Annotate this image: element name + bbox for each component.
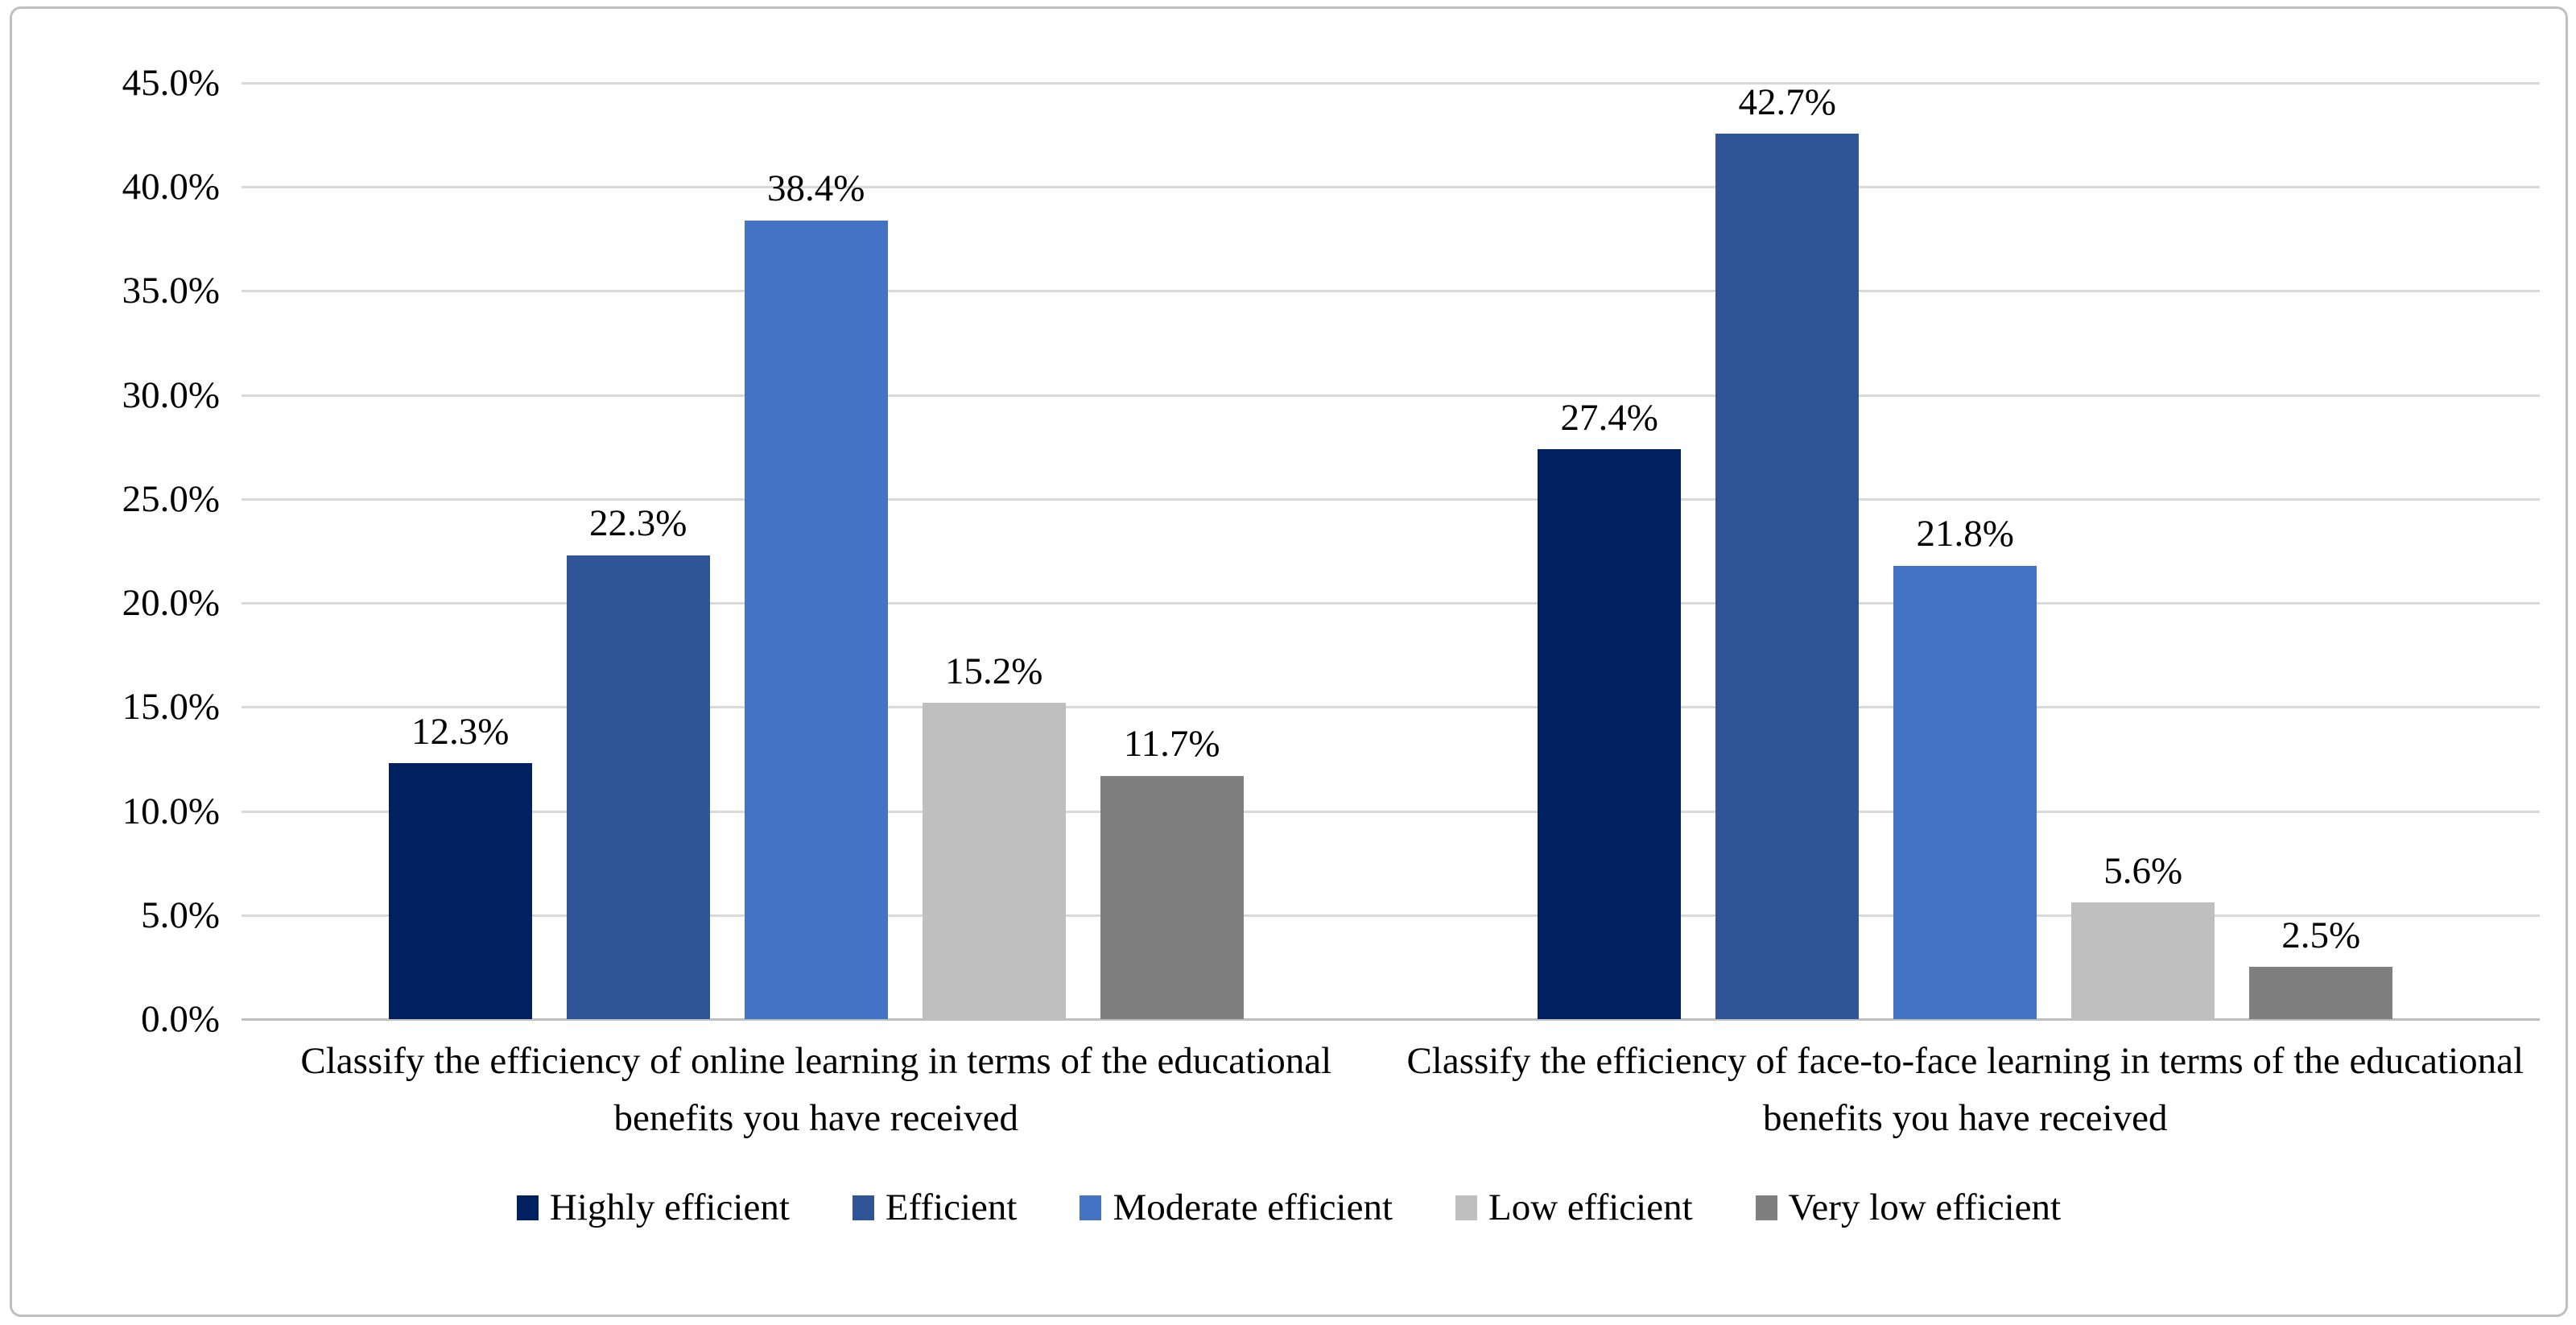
y-tick-label: 45.0%	[122, 62, 220, 104]
legend-label: Efficient	[885, 1187, 1018, 1228]
category-axis: Classify the efficiency of online learni…	[242, 1033, 2540, 1146]
bar-item: 21.8%	[1893, 83, 2037, 1019]
bar-very-low-efficient	[2249, 967, 2393, 1019]
bar-value-label: 12.3%	[411, 710, 510, 753]
bar-item: 15.2%	[922, 83, 1066, 1019]
bar-moderate-efficient	[744, 220, 888, 1019]
y-tick-label: 25.0%	[122, 477, 220, 520]
gridline	[242, 706, 2540, 709]
legend-item-moderate-efficient: Moderate efficient	[1080, 1186, 1393, 1229]
bar-group-online: 12.3% 22.3% 38.4% 15.2% 11.7%	[242, 83, 1391, 1019]
legend-item-low-efficient: Low efficient	[1455, 1186, 1693, 1229]
y-tick-label: 40.0%	[122, 166, 220, 208]
gridline	[242, 914, 2540, 917]
bar-low-efficient	[922, 703, 1066, 1019]
legend-label: Moderate efficient	[1113, 1187, 1393, 1228]
bar-item: 38.4%	[744, 83, 888, 1019]
legend-label: Very low efficient	[1788, 1187, 2062, 1228]
category-label-face-to-face: Classify the efficiency of face-to-face …	[1406, 1040, 2524, 1139]
bar-moderate-efficient	[1893, 565, 2037, 1019]
legend-swatch-icon	[1455, 1195, 1478, 1220]
legend-item-efficient: Efficient	[852, 1186, 1018, 1229]
bar-value-label: 22.3%	[589, 502, 687, 545]
bar-value-label: 38.4%	[767, 167, 865, 210]
y-tick-label: 15.0%	[122, 686, 220, 729]
bar-value-label: 11.7%	[1123, 723, 1220, 766]
legend-swatch-icon	[516, 1195, 539, 1220]
bar-item: 27.4%	[1538, 83, 1682, 1019]
legend-label: Highly efficient	[549, 1187, 790, 1228]
y-tick-label: 0.0%	[141, 998, 220, 1040]
bar-value-label: 5.6%	[2103, 849, 2183, 892]
gridline	[242, 497, 2540, 501]
x-axis-line	[242, 1018, 2540, 1021]
legend-item-very-low-efficient: Very low efficient	[1755, 1186, 2062, 1229]
bar-highly-efficient	[388, 763, 532, 1019]
bar-item: 22.3%	[566, 83, 710, 1019]
chart-frame: 0.0% 5.0% 10.0% 15.0% 20.0% 25.0% 30.0% 35.0% 40…	[10, 6, 2568, 1317]
y-tick-label: 35.0%	[122, 270, 220, 312]
bar-efficient	[566, 555, 710, 1019]
y-axis: 0.0% 5.0% 10.0% 15.0% 20.0% 25.0% 30.0% 35.0% 40…	[12, 62, 220, 1040]
gridline	[242, 82, 2540, 85]
legend-swatch-icon	[1755, 1195, 1777, 1220]
bar-value-label: 15.2%	[945, 650, 1043, 692]
bar-value-label: 27.4%	[1560, 396, 1658, 439]
bar-value-label: 42.7%	[1738, 81, 1836, 123]
bar-low-efficient	[2071, 902, 2215, 1019]
legend-swatch-icon	[1080, 1195, 1102, 1220]
bar-item: 42.7%	[1715, 81, 1860, 1019]
gridline	[242, 186, 2540, 189]
bar-very-low-efficient	[1100, 775, 1244, 1019]
bar-item: 12.3%	[388, 83, 532, 1019]
legend: Highly efficient Efficient Moderate effici…	[12, 1186, 2566, 1229]
bar-groups: 12.3% 22.3% 38.4% 15.2% 11.7% 27.4% 42.7% 21.8%…	[242, 81, 2541, 1019]
gridline	[242, 290, 2540, 293]
bar-value-label: 21.8%	[1916, 513, 2014, 555]
bar-group-face-to-face: 27.4% 42.7% 21.8% 5.6% 2.5%	[1391, 81, 2541, 1019]
bar-highly-efficient	[1538, 448, 1682, 1019]
y-tick-label: 30.0%	[122, 374, 220, 416]
bar-value-label: 2.5%	[2281, 914, 2361, 957]
gridline	[242, 810, 2540, 813]
bar-efficient	[1715, 134, 1860, 1019]
bar-item: 5.6%	[2071, 83, 2215, 1019]
plot-area: 12.3% 22.3% 38.4% 15.2% 11.7% 27.4% 42.7% 21.8%…	[242, 81, 2541, 1021]
gridline	[242, 602, 2540, 605]
bar-item: 11.7%	[1100, 83, 1244, 1019]
gridline	[242, 394, 2540, 397]
y-tick-label: 10.0%	[122, 790, 220, 832]
legend-item-highly-efficient: Highly efficient	[516, 1186, 790, 1229]
y-tick-label: 20.0%	[122, 582, 220, 625]
category-label-online: Classify the efficiency of online learni…	[300, 1040, 1332, 1139]
legend-swatch-icon	[852, 1195, 874, 1220]
bar-item: 2.5%	[2249, 83, 2393, 1019]
y-tick-label: 5.0%	[141, 894, 220, 936]
legend-label: Low efficient	[1488, 1187, 1693, 1228]
